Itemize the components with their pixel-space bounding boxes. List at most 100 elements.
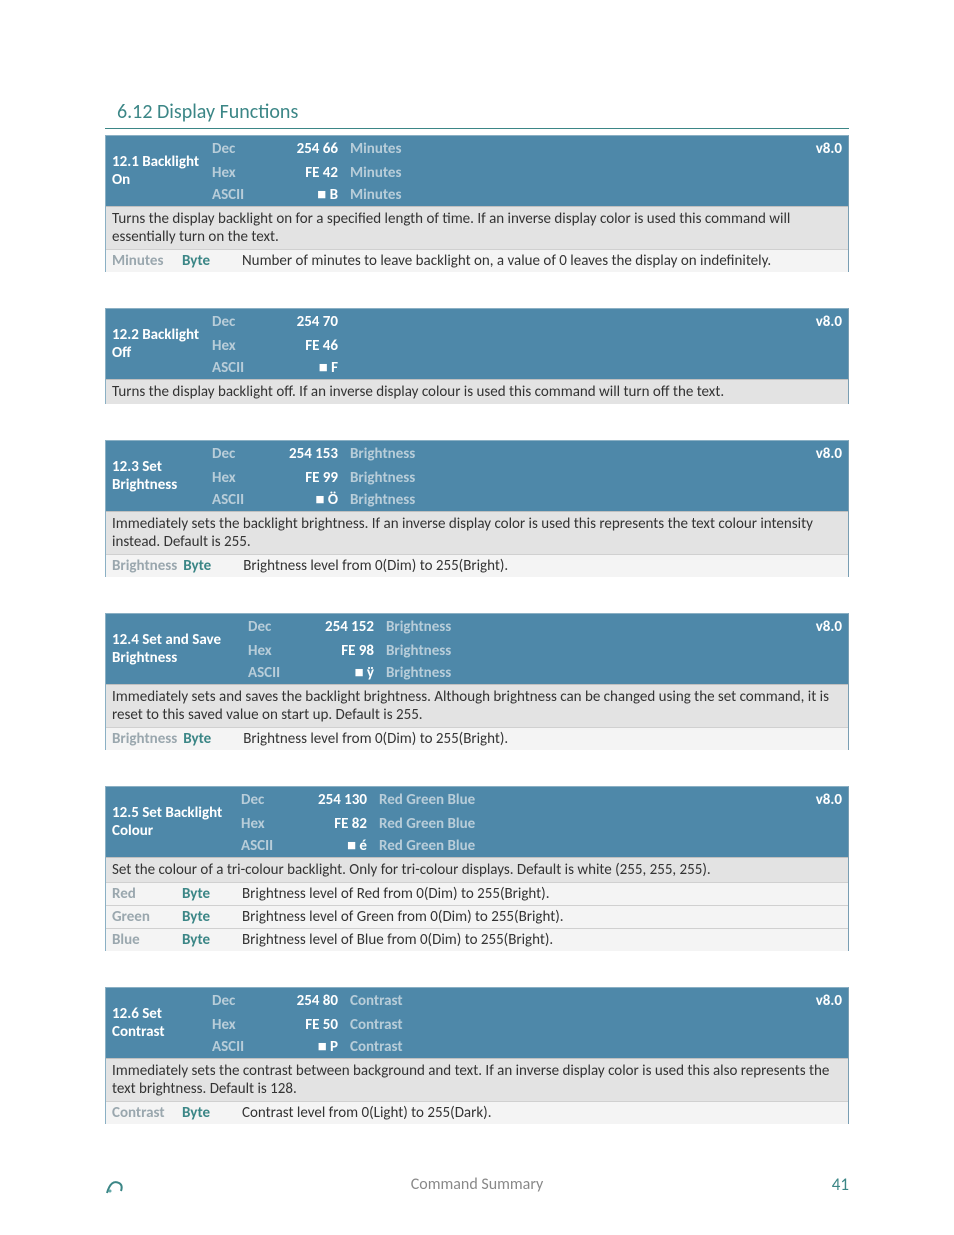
format-params: Red Green Blue [379, 815, 848, 833]
command-description: Immediately sets the backlight brightnes… [106, 511, 848, 554]
command-header: 12.1 Backlight OnDec254 66Minutesv8.0Hex… [106, 136, 848, 206]
command-block: 12.6 Set ContrastDec254 80Contrastv8.0He… [105, 987, 849, 1124]
format-label: Dec [212, 312, 272, 332]
format-code: ■ P [272, 1038, 350, 1056]
format-label: ASCII [212, 185, 272, 205]
format-label: Hex [212, 468, 272, 488]
format-params: Minutes [350, 186, 848, 204]
command-header: 12.6 Set ContrastDec254 80Contrastv8.0He… [106, 988, 848, 1058]
format-label: Dec [212, 991, 272, 1011]
format-label: ASCII [248, 663, 308, 683]
command-block: 12.3 Set BrightnessDec254 153Brightnessv… [105, 440, 849, 577]
param-type: Byte [182, 1102, 236, 1124]
param-description: Brightness level of Green from 0(Dim) to… [236, 906, 848, 928]
format-code: FE 98 [308, 642, 386, 660]
command-header: 12.5 Set Backlight ColourDec254 130Red G… [106, 787, 848, 857]
format-label: Hex [248, 641, 308, 661]
format-label: ASCII [241, 836, 301, 856]
command-version: v8.0 [810, 989, 848, 1013]
command-block: 12.1 Backlight OnDec254 66Minutesv8.0Hex… [105, 135, 849, 272]
format-label: Hex [212, 336, 272, 356]
param-description: Brightness level from 0(Dim) to 255(Brig… [237, 728, 848, 750]
format-code: ■ é [301, 837, 379, 855]
format-code: 254 153 [272, 445, 350, 463]
param-row: BlueByteBrightness level of Blue from 0(… [106, 928, 848, 951]
format-label: Hex [212, 163, 272, 183]
format-row: ASCII■ ÿBrightness [248, 662, 848, 684]
param-name: Brightness [106, 728, 183, 750]
format-row: HexFE 42Minutes [212, 162, 848, 184]
param-type: Byte [182, 883, 236, 905]
command-description: Turns the display backlight off. If an i… [106, 379, 848, 404]
format-row: HexFE 82Red Green Blue [241, 813, 848, 835]
format-code: ■ B [272, 186, 350, 204]
param-row: GreenByteBrightness level of Green from … [106, 905, 848, 928]
command-version: v8.0 [810, 137, 848, 161]
format-code: FE 99 [272, 469, 350, 487]
command-header: 12.3 Set BrightnessDec254 153Brightnessv… [106, 441, 848, 511]
format-row: HexFE 46 [212, 335, 848, 357]
format-params: Brightness [350, 491, 848, 509]
format-code: ■ F [272, 359, 350, 377]
param-name: Green [106, 906, 182, 928]
format-params: Brightness [350, 445, 810, 463]
param-name: Red [106, 883, 182, 905]
command-description: Immediately sets and saves the backlight… [106, 684, 848, 727]
format-row: ASCII■ PContrast [212, 1036, 848, 1058]
format-params: Minutes [350, 140, 810, 158]
command-block: 12.5 Set Backlight ColourDec254 130Red G… [105, 786, 849, 951]
command-version: v8.0 [810, 310, 848, 334]
command-title: 12.1 Backlight On [106, 150, 212, 192]
format-row: HexFE 98Brightness [248, 640, 848, 662]
command-description: Set the colour of a tri-colour backlight… [106, 857, 848, 882]
format-code: FE 46 [272, 337, 350, 355]
format-params: Contrast [350, 1038, 848, 1056]
format-row: ASCII■ éRed Green Blue [241, 835, 848, 857]
format-params: Brightness [386, 642, 848, 660]
command-description: Immediately sets the contrast between ba… [106, 1058, 848, 1101]
param-name: Minutes [106, 250, 182, 272]
format-label: Hex [241, 814, 301, 834]
param-row: BrightnessByteBrightness level from 0(Di… [106, 727, 848, 750]
param-description: Brightness level of Red from 0(Dim) to 2… [236, 883, 848, 905]
format-row: ASCII■ ÖBrightness [212, 489, 848, 511]
command-title: 12.5 Set Backlight Colour [106, 801, 241, 843]
format-code: FE 82 [301, 815, 379, 833]
format-label: ASCII [212, 358, 272, 378]
command-version: v8.0 [810, 788, 848, 812]
param-description: Contrast level from 0(Light) to 255(Dark… [236, 1102, 848, 1124]
command-version: v8.0 [810, 615, 848, 639]
param-row: RedByteBrightness level of Red from 0(Di… [106, 882, 848, 905]
param-row: MinutesByteNumber of minutes to leave ba… [106, 249, 848, 272]
command-header: 12.4 Set and Save BrightnessDec254 152Br… [106, 614, 848, 684]
format-code: ■ ÿ [308, 664, 386, 682]
command-title: 12.3 Set Brightness [106, 455, 212, 497]
format-label: Dec [248, 617, 308, 637]
format-params: Contrast [350, 992, 810, 1010]
section-title: 6.12 Display Functions [105, 100, 849, 129]
command-block: 12.4 Set and Save BrightnessDec254 152Br… [105, 613, 849, 750]
format-params: Contrast [350, 1016, 848, 1034]
param-row: BrightnessByteBrightness level from 0(Di… [106, 554, 848, 577]
format-code: FE 50 [272, 1016, 350, 1034]
command-title: 12.4 Set and Save Brightness [106, 628, 248, 670]
format-label: Hex [212, 1015, 272, 1035]
param-name: Blue [106, 929, 182, 951]
format-row: ASCII■ BMinutes [212, 184, 848, 206]
format-params: Red Green Blue [379, 791, 810, 809]
format-label: ASCII [212, 1037, 272, 1057]
param-type: Byte [182, 906, 236, 928]
format-params: Minutes [350, 164, 848, 182]
param-type: Byte [183, 555, 237, 577]
format-label: Dec [212, 444, 272, 464]
format-row: HexFE 50Contrast [212, 1014, 848, 1036]
format-label: Dec [212, 139, 272, 159]
format-code: 254 152 [308, 618, 386, 636]
format-code: 254 70 [272, 313, 350, 331]
format-label: ASCII [212, 490, 272, 510]
param-name: Brightness [106, 555, 183, 577]
param-type: Byte [182, 250, 236, 272]
format-row: Dec254 153Brightnessv8.0 [212, 441, 848, 467]
format-row: ASCII■ F [212, 357, 848, 379]
format-row: Dec254 152Brightnessv8.0 [248, 614, 848, 640]
